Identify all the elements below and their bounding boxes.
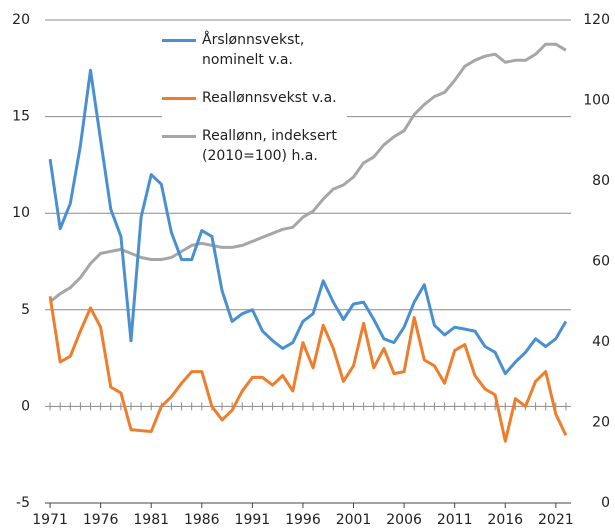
y-tick-label: 20: [12, 12, 30, 28]
y2-tick-label: 100: [583, 93, 610, 109]
y-tick-label: 0: [21, 398, 30, 414]
y-tick-label: -5: [16, 495, 30, 511]
legend-item: Reallønnsvekst v.a.: [162, 88, 347, 108]
legend-label: Reallønn, indeksert (2010=100) h.a.: [202, 128, 337, 164]
legend-item: Årslønnsvekst, nominelt v.a.: [162, 30, 347, 70]
y2-tick-label: 80: [592, 173, 610, 189]
x-tick-label: 1976: [83, 512, 119, 528]
x-tick-label: 2001: [336, 512, 372, 528]
series-line: [48, 68, 568, 376]
y-tick-label: 5: [21, 302, 30, 318]
legend-swatch: [162, 135, 196, 138]
legend: Årslønnsvekst, nominelt v.a. Reallønnsvek…: [162, 26, 347, 176]
x-tick-label: 2011: [437, 512, 473, 528]
x-tick-label: 1971: [32, 512, 68, 528]
y-tick-label: 10: [12, 205, 30, 221]
x-tick-label: 2021: [538, 512, 574, 528]
series-line: [49, 42, 567, 303]
y2-tick-label: 40: [592, 334, 610, 350]
series-line: [48, 296, 568, 443]
x-tick-label: 2016: [487, 512, 523, 528]
y-tick-label: 15: [12, 109, 30, 125]
y2-tick-label: 20: [592, 415, 610, 431]
legend-label: Årslønnsvekst, nominelt v.a.: [202, 32, 305, 68]
x-tick-label: 1996: [285, 512, 321, 528]
x-tick-label: 1986: [184, 512, 220, 528]
x-tick-label: 2006: [386, 512, 422, 528]
legend-swatch: [162, 97, 196, 100]
x-tick-label: 1981: [133, 512, 169, 528]
legend-label: Reallønnsvekst v.a.: [202, 90, 337, 106]
legend-swatch: [162, 39, 196, 42]
x-tick-label: 1991: [235, 512, 271, 528]
y2-tick-label: 0: [601, 495, 610, 511]
y2-tick-label: 120: [583, 12, 610, 28]
legend-item: Reallønn, indeksert (2010=100) h.a.: [162, 126, 347, 166]
y2-tick-label: 60: [592, 254, 610, 270]
